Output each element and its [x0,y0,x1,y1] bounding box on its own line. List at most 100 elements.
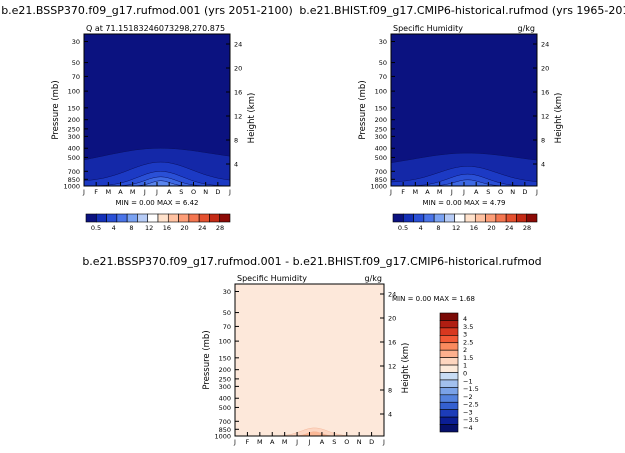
x-tick-label: A [425,188,430,196]
x-tick-label: O [344,438,349,446]
height-tick-label: 20 [234,65,242,73]
y-tick-label: 300 [68,133,80,141]
y-tick-label: 1000 [63,183,80,191]
colorbar-label: 28 [523,224,531,232]
colorbar-swatch [219,213,231,223]
chart-subtitle-right: g/kg [518,24,535,33]
height-tick-label: 8 [541,137,545,145]
y-tick-label: 30 [379,38,387,46]
y-tick-label: 300 [375,133,387,141]
colorbar-label: −3.5 [463,416,479,424]
colorbar-swatch [505,213,517,223]
colorbar-label: 0.5 [91,224,101,232]
height-tick-label: 16 [234,89,242,97]
x-tick-label: J [228,188,231,196]
chart-panel-top-left: b.e21.BSSP370.f09_g17.rufmod.001 (yrs 20… [1,4,293,232]
y-tick-label: 200 [219,366,231,374]
y-tick-label: 500 [68,154,80,162]
colorbar-swatch [439,387,459,396]
colorbar-swatch [423,213,435,223]
x-tick-label: F [246,438,250,446]
x-tick-label: S [486,188,490,196]
height-tick-label: 16 [388,339,396,347]
x-tick-label: O [498,188,503,196]
colorbar-label: 4 [419,224,423,232]
colorbar-label: −2 [463,393,473,401]
chart-title: b.e21.BSSP370.f09_g17.rufmod.001 - b.e21… [82,255,541,268]
x-tick-label: A [270,438,275,446]
colorbar-swatch [526,213,538,223]
chart-title: b.e21.BSSP370.f09_g17.rufmod.001 (yrs 20… [1,4,293,17]
colorbar-label: 20 [180,224,188,232]
x-tick-label: J [462,188,465,196]
colorbar-swatch [85,213,97,223]
x-tick-label: J [535,188,538,196]
colorbar-label: 24 [198,224,206,232]
colorbar-swatch [439,394,459,403]
colorbar-swatch [516,213,528,223]
y-tick-label: 250 [219,375,231,383]
y-tick-label: 100 [68,88,80,96]
min-max-label: MIN = 0.00 MAX = 1.68 [392,295,475,303]
x-tick-label: M [437,188,443,196]
y-tick-label: 70 [223,323,231,331]
colorbar-swatch [464,213,476,223]
y-tick-label: 150 [219,354,231,362]
colorbar-label: 2.5 [463,338,473,346]
x-tick-label: N [510,188,515,196]
colorbar-label: 1.5 [463,354,473,362]
colorbar-swatch [495,213,507,223]
y-tick-label: 70 [379,73,387,81]
x-tick-label: D [215,188,220,196]
y-tick-label: 30 [72,38,80,46]
x-tick-label: A [118,188,123,196]
y-tick-label: 850 [68,176,80,184]
y-axis-label-right: Height (km) [401,343,411,394]
colorbar-label: 3 [463,331,467,339]
colorbar-swatch [439,342,459,351]
colorbar-swatch [402,213,414,223]
colorbar-swatch [209,213,221,223]
x-tick-label: M [413,188,419,196]
colorbar-swatch [198,213,210,223]
colorbar-swatch [439,372,459,381]
height-tick-label: 4 [541,161,545,169]
x-tick-label: A [167,188,172,196]
x-tick-label: F [401,188,405,196]
contour-band-base [235,284,384,436]
y-tick-label: 500 [219,404,231,412]
y-tick-label: 50 [223,309,231,317]
y-axis-label: Pressure (mb) [202,330,212,389]
x-tick-label: J [143,188,146,196]
colorbar-label: −1 [463,377,473,385]
y-tick-label: 1000 [370,183,387,191]
height-tick-label: 12 [234,113,242,121]
y-tick-label: 850 [375,176,387,184]
colorbar-swatch [439,379,459,388]
colorbar-swatch [439,320,459,329]
chart-subtitle-left: Specific Humidity [393,24,463,33]
y-tick-label: 400 [219,395,231,403]
colorbar-label: 16 [470,224,478,232]
colorbar-label: 16 [163,224,171,232]
colorbar-label: −3 [463,408,473,416]
y-tick-label: 400 [68,145,80,153]
colorbar-label: 2 [463,346,467,354]
x-tick-label: J [389,188,392,196]
y-tick-label: 200 [68,116,80,124]
y-axis-label-right: Height (km) [247,93,257,144]
colorbar-swatch [116,213,128,223]
y-tick-label: 700 [375,168,387,176]
colorbar-label: 12 [452,224,460,232]
height-tick-label: 20 [541,65,549,73]
x-tick-label: M [282,438,288,446]
y-tick-label: 100 [375,88,387,96]
colorbar-label: 28 [216,224,224,232]
x-tick-label: O [191,188,196,196]
height-tick-label: 20 [388,315,396,323]
x-tick-label: S [179,188,183,196]
x-tick-label: A [474,188,479,196]
x-tick-label: D [369,438,374,446]
chart-panel-top-right: b.e21.BHIST.f09_g17.CMIP6-historical.ruf… [299,4,625,232]
